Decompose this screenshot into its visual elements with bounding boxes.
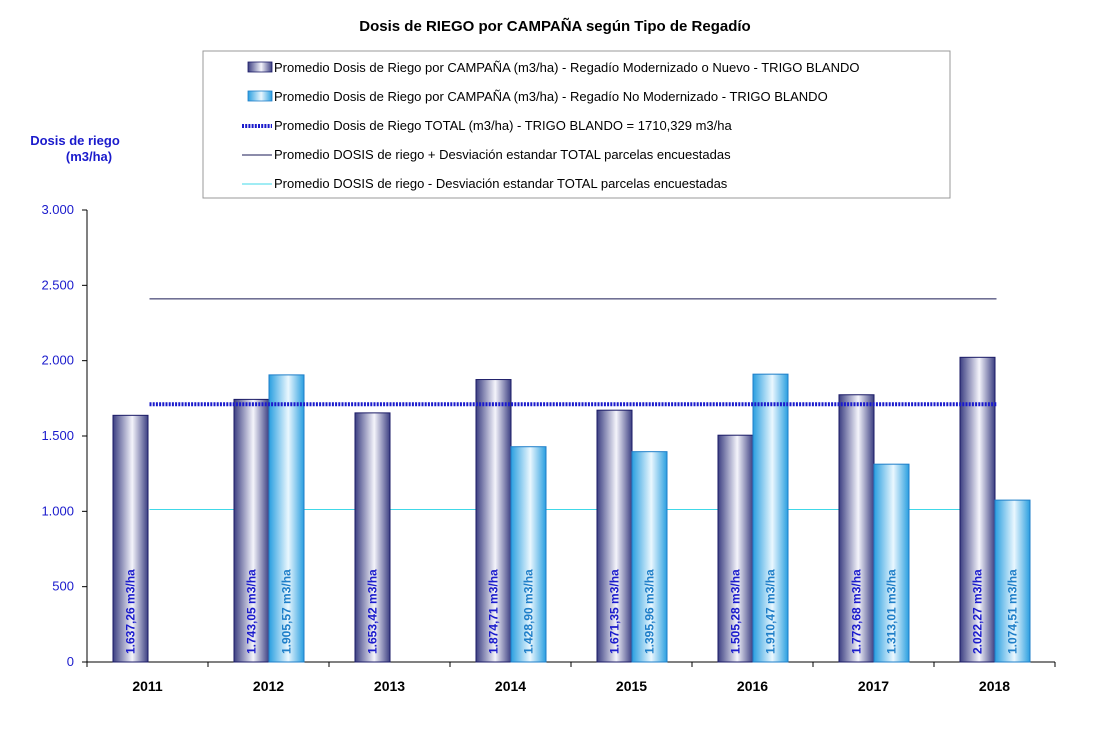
axes: 0 500 1.000 1.500 2.000 2.500 3.000 2011 2012 201… [41, 202, 1056, 694]
bar-no-modernizado-2016 [752, 373, 789, 663]
x-tick-label-2013: 2013 [374, 678, 405, 694]
x-tick-label-2014: 2014 [495, 678, 526, 694]
legend-swatch-no-modernizado [247, 90, 273, 102]
x-tick-label-2015: 2015 [616, 678, 647, 694]
x-tick-label-2011: 2011 [132, 678, 163, 694]
data-labels: 1.637,26 m3/ha 1.743,05 m3/ha 1.653,42 m3/… [124, 569, 1020, 654]
x-tick-label-2017: 2017 [858, 678, 889, 694]
bar-modernizado-2014 [475, 379, 512, 663]
legend-label-desviacion-mas: Promedio DOSIS de riego + Desviación est… [274, 147, 731, 162]
data-label-no-modernizado-2014: 1.428,90 m3/ha [522, 569, 536, 654]
x-tick-label-2016: 2016 [737, 678, 768, 694]
legend: Promedio Dosis de Riego por CAMPAÑA (m3/… [202, 50, 951, 199]
y-axis-label-line1: Dosis de riego [30, 133, 120, 148]
data-label-no-modernizado-2017: 1.313,01 m3/ha [885, 569, 899, 654]
chart-title: Dosis de RIEGO por CAMPAÑA según Tipo de… [359, 17, 750, 35]
data-label-modernizado-2017: 1.773,68 m3/ha [850, 569, 864, 654]
bar-modernizado-2011 [112, 414, 149, 663]
data-label-no-modernizado-2018: 1.074,51 m3/ha [1006, 569, 1020, 654]
data-label-modernizado-2014: 1.874,71 m3/ha [487, 569, 501, 654]
y-tick-label: 1.500 [41, 428, 74, 443]
bar-modernizado-2013 [354, 412, 391, 663]
y-tick-label: 500 [52, 579, 74, 594]
bars [112, 356, 1031, 663]
bar-modernizado-2012 [233, 398, 270, 663]
data-label-no-modernizado-2015: 1.395,96 m3/ha [643, 569, 657, 654]
x-tick-label-2018: 2018 [979, 678, 1010, 694]
y-tick-label: 2.000 [41, 353, 74, 368]
data-label-no-modernizado-2016: 1.910,47 m3/ha [764, 569, 778, 654]
bar-modernizado-2016 [717, 434, 754, 663]
y-tick-label: 1.000 [41, 503, 74, 518]
bar-no-modernizado-2017 [873, 463, 910, 663]
bar-no-modernizado-2015 [631, 451, 668, 663]
bar-no-modernizado-2018 [994, 499, 1031, 663]
legend-label-no-modernizado: Promedio Dosis de Riego por CAMPAÑA (m3/… [274, 89, 828, 104]
data-label-modernizado-2013: 1.653,42 m3/ha [366, 569, 380, 654]
x-tick-label-2012: 2012 [253, 678, 284, 694]
data-label-modernizado-2012: 1.743,05 m3/ha [245, 569, 259, 654]
bar-modernizado-2017 [838, 394, 875, 663]
data-label-modernizado-2016: 1.505,28 m3/ha [729, 569, 743, 654]
legend-label-desviacion-menos: Promedio DOSIS de riego - Desviación est… [274, 176, 728, 191]
y-tick-label: 0 [67, 654, 74, 669]
y-tick-label: 3.000 [41, 202, 74, 217]
bar-modernizado-2015 [596, 409, 633, 663]
data-label-no-modernizado-2012: 1.905,57 m3/ha [280, 569, 294, 654]
legend-label-promedio-total: Promedio Dosis de Riego TOTAL (m3/ha) - … [274, 118, 732, 133]
data-label-modernizado-2018: 2.022,27 m3/ha [971, 569, 985, 654]
data-label-modernizado-2015: 1.671,35 m3/ha [608, 569, 622, 654]
legend-swatch-modernizado [247, 61, 273, 73]
y-axis-label-line2: (m3/ha) [66, 149, 112, 164]
data-label-modernizado-2011: 1.637,26 m3/ha [124, 569, 138, 654]
y-tick-label: 2.500 [41, 277, 74, 292]
legend-label-modernizado: Promedio Dosis de Riego por CAMPAÑA (m3/… [274, 60, 859, 75]
bar-no-modernizado-2014 [510, 446, 547, 663]
bar-no-modernizado-2012 [268, 374, 305, 663]
legend-box [202, 50, 951, 199]
